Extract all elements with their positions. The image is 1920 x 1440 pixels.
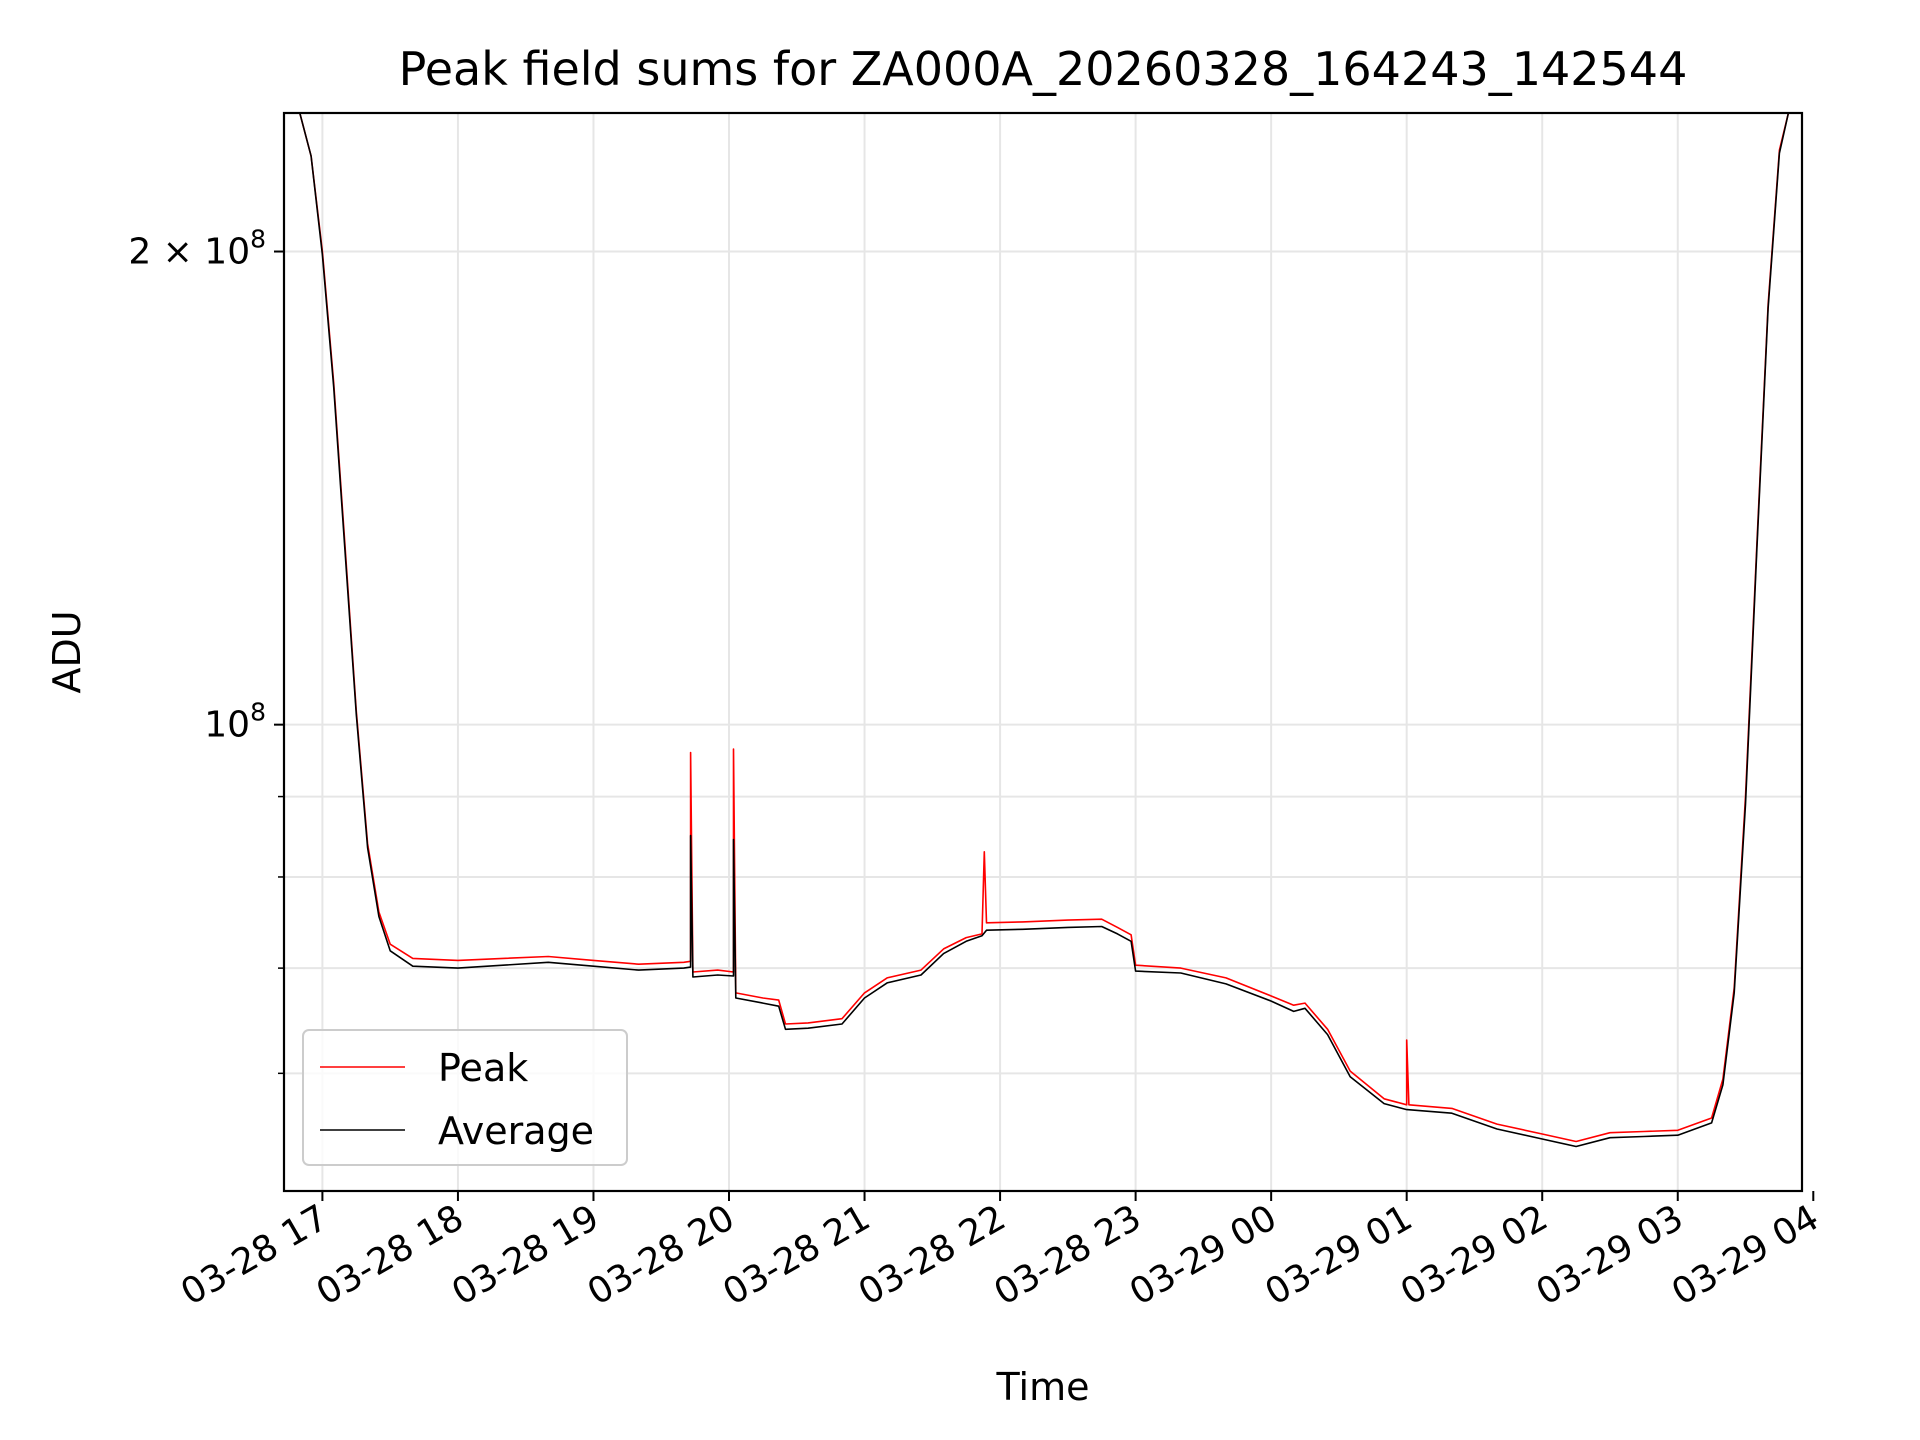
legend: Peak Average [302,1029,628,1166]
x-axis-label: Time [996,1365,1090,1409]
series-line-peak [284,113,1802,1143]
y-tick-label: 2 × 108 [128,225,266,273]
y-axis-label: ADU [45,610,89,693]
chart-title: Peak field sums for ZA000A_20260328_1642… [399,42,1688,96]
legend-frame [302,1029,628,1166]
series-layer [284,113,1802,1148]
y-tick-label: 108 [204,698,266,746]
legend-peak-label: Peak [438,1046,528,1090]
series-line-average [284,113,1802,1148]
plot-frame [282,111,1804,1193]
y-axis: 108 2 × 108 [128,225,284,1075]
legend-average-label: Average [438,1109,594,1153]
grid-lines [284,113,1802,1191]
